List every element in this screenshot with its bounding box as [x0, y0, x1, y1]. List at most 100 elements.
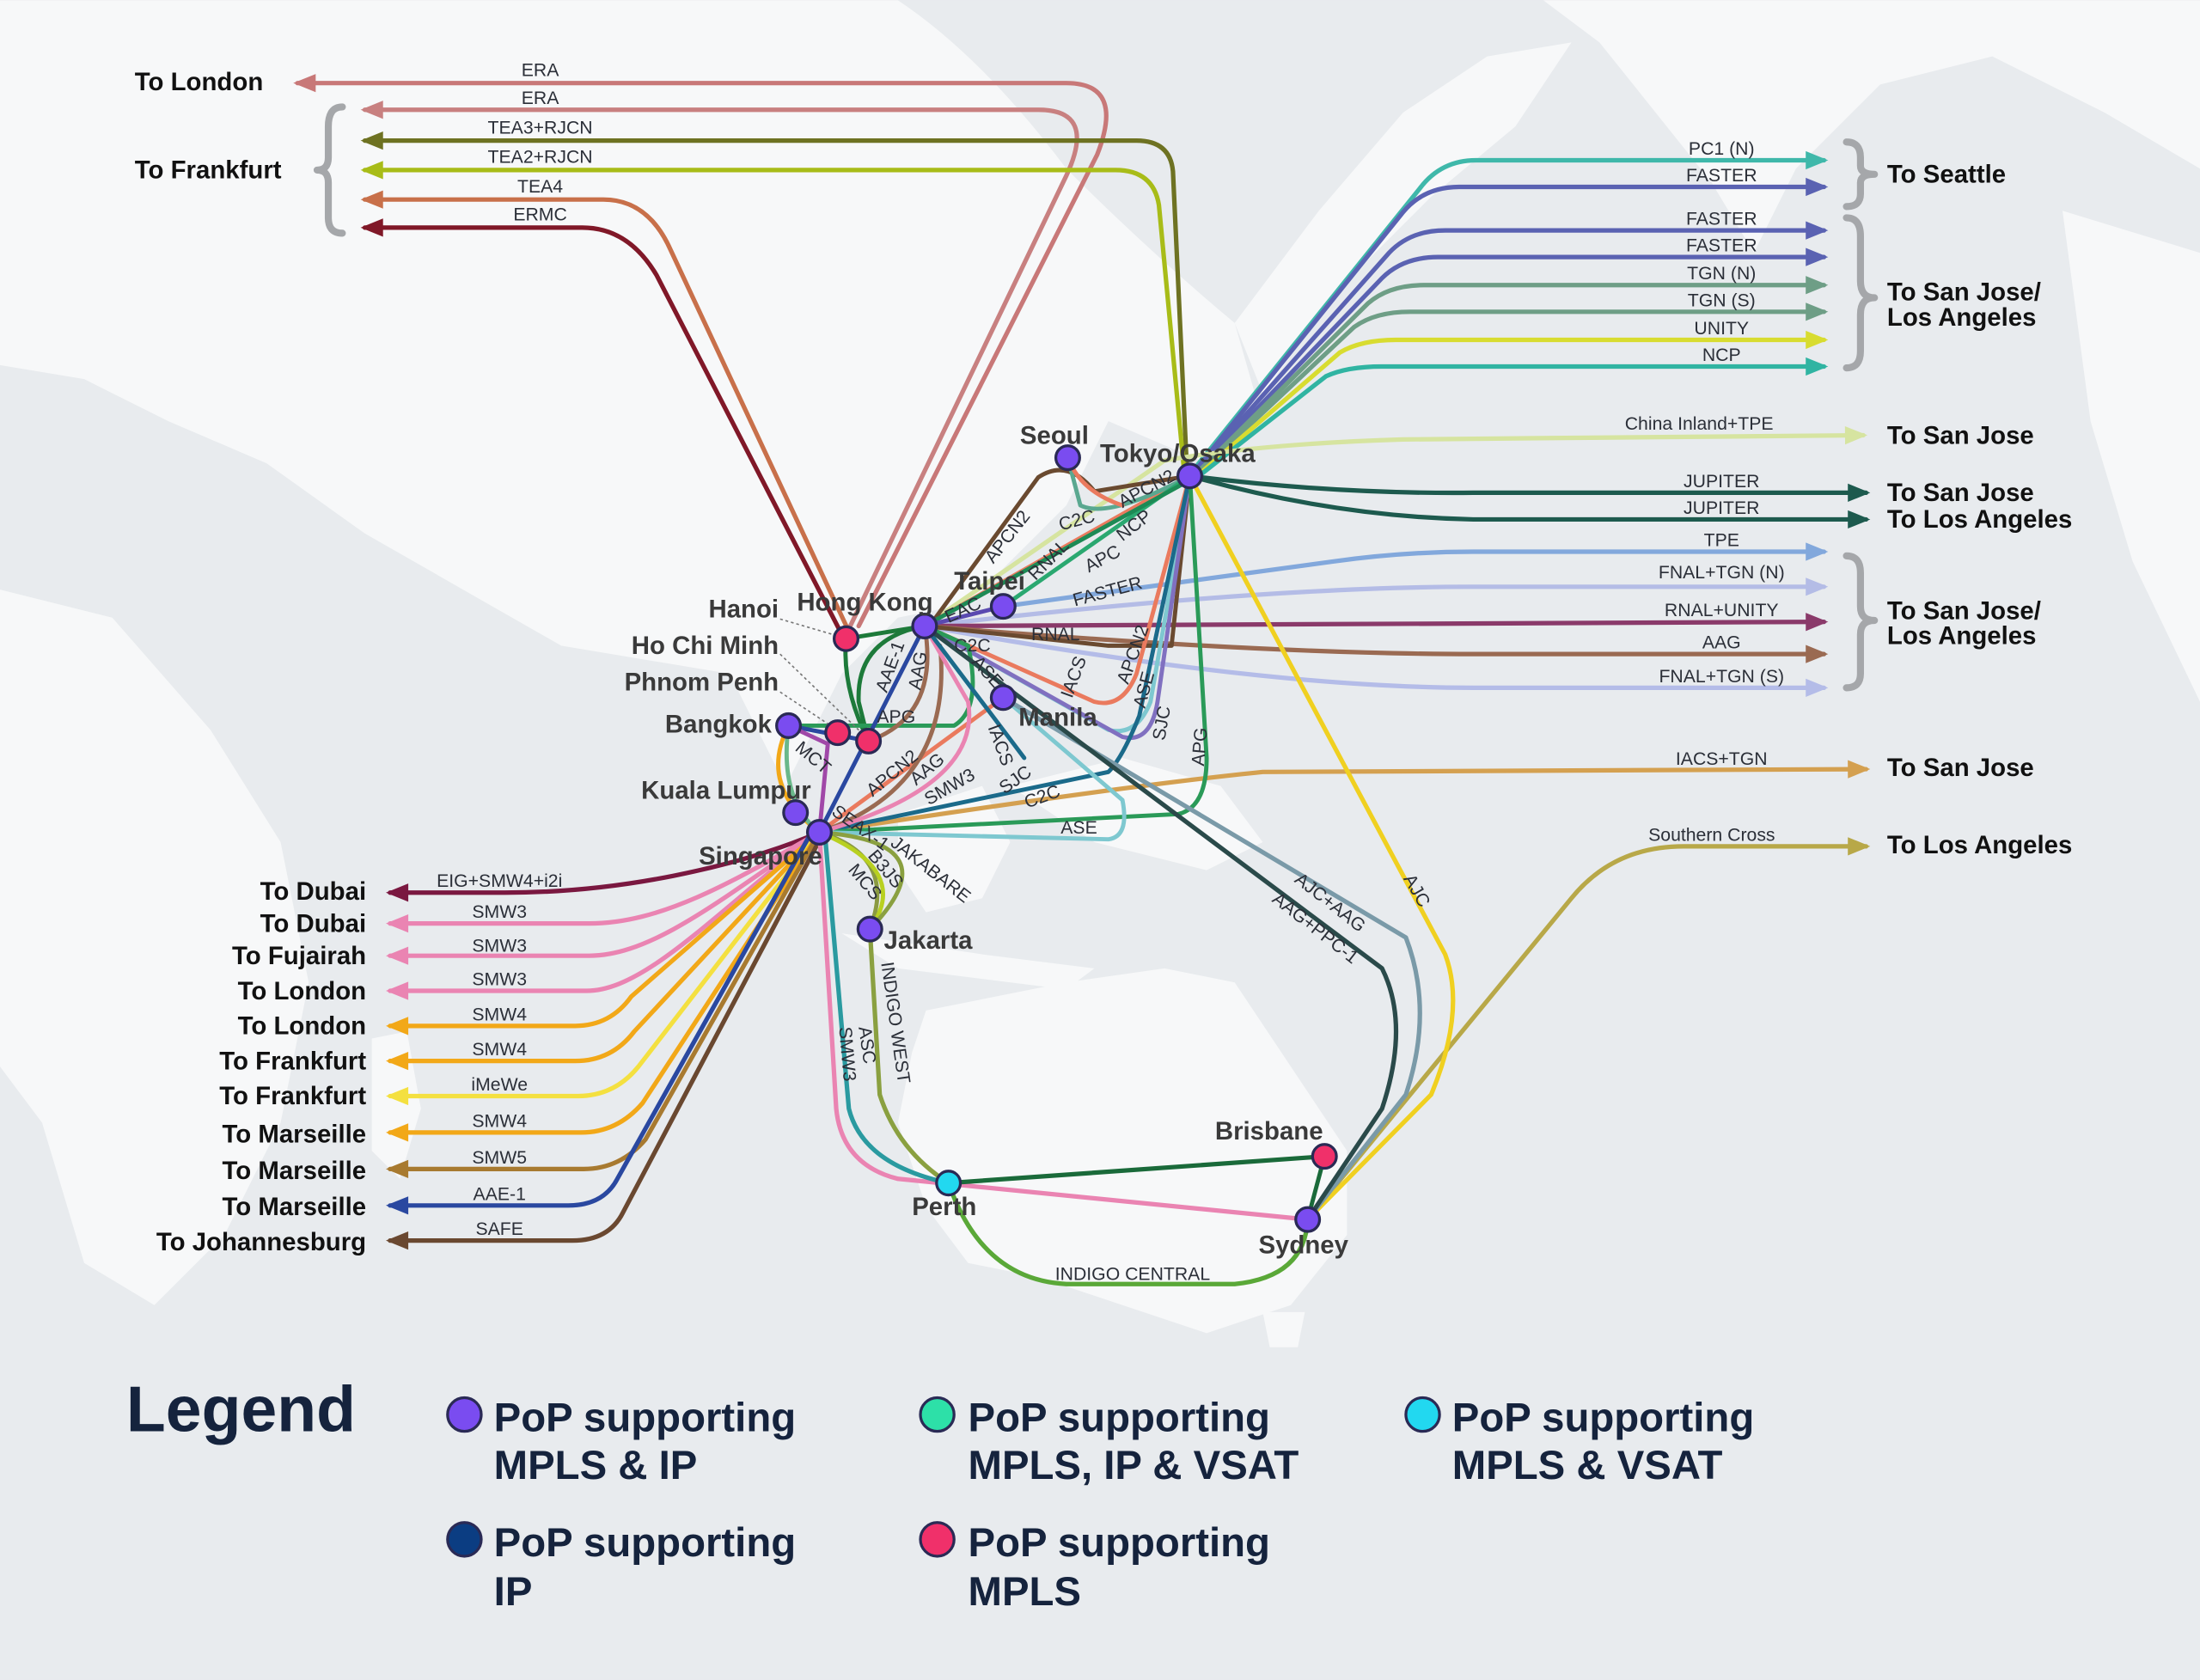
- dest-los-angeles: To Los Angeles: [1887, 505, 2072, 534]
- cable-label: RNAL+UNITY: [1665, 601, 1779, 620]
- cable-tgn-s: [1193, 309, 1827, 479]
- node-hanoi[interactable]: [832, 625, 859, 652]
- cable-ncp: [1193, 363, 1827, 481]
- node-phnom-penh[interactable]: [824, 719, 852, 747]
- cable-fnal-tgn-s: [922, 623, 1827, 690]
- cable-fnal-tgn-n: [922, 584, 1827, 629]
- city-manila: Manila: [1018, 703, 1097, 731]
- city-hong-kong: Hong Kong: [797, 589, 932, 617]
- dest-frankfurt: To Frankfurt: [135, 156, 282, 185]
- city-labels: Seoul Tokyo/Osaka Taipei Hong Kong Manil…: [625, 421, 1349, 1259]
- dest-san-jose: To San Jose: [1887, 421, 2034, 449]
- inner-label: C2C: [954, 636, 990, 656]
- node-kuala-lumpur[interactable]: [782, 799, 810, 827]
- arrowhead-icon: [1806, 330, 1829, 350]
- legend-label: MPLS & VSAT: [1452, 1443, 1723, 1488]
- dest-london: To London: [135, 68, 264, 96]
- cable-smw3-1: [388, 829, 822, 926]
- cable-label: SMW3: [472, 936, 527, 956]
- city-singapore: Singapore: [699, 842, 822, 871]
- inner-label: APG: [877, 707, 915, 727]
- city-jakarta: Jakarta: [884, 926, 974, 955]
- city-ho-chi-minh: Ho Chi Minh: [632, 632, 779, 660]
- brace-seattle: [1842, 138, 1879, 211]
- dest-left: To Marseille: [223, 1120, 367, 1148]
- node-jakarta[interactable]: [856, 915, 883, 943]
- cable-label: UNITY: [1694, 319, 1749, 339]
- cable-tgn-n: [1193, 283, 1827, 477]
- legend-item-mpls: PoP supporting MPLS: [919, 1520, 1270, 1615]
- cable-asc: [822, 833, 951, 1186]
- cable-label: PC1 (N): [1689, 139, 1755, 159]
- cable-tea4: [362, 197, 852, 637]
- cable-ajc: [1187, 473, 1456, 1222]
- legend-label: PoP supporting: [969, 1520, 1270, 1566]
- node-brisbane[interactable]: [1311, 1143, 1338, 1170]
- node-perth[interactable]: [935, 1170, 962, 1197]
- node-seoul[interactable]: [1054, 444, 1081, 472]
- dest-left: To Dubai: [260, 909, 366, 938]
- arrowhead-icon: [360, 190, 383, 209]
- cable-label: JUPITER: [1684, 498, 1759, 518]
- cable-label: TEA3+RJCN: [488, 118, 593, 137]
- legend-label: PoP supporting: [1452, 1396, 1754, 1441]
- arrowhead-icon: [1848, 837, 1871, 856]
- node-tokyo[interactable]: [1176, 462, 1204, 490]
- cable-label: SMW3: [472, 969, 527, 989]
- cable-jupiter-2: [1187, 473, 1869, 522]
- legend-item-mpls-vsat: PoP supporting MPLS & VSAT: [1404, 1396, 1754, 1488]
- legend-item-mpls-ip: PoP supporting MPLS & IP: [446, 1396, 796, 1488]
- legend-label: PoP supporting: [494, 1396, 796, 1441]
- node-hong-kong[interactable]: [911, 613, 938, 640]
- cable-label: TGN (S): [1688, 290, 1756, 310]
- destination-braces: [313, 103, 1879, 692]
- cable-smw4-3: [388, 829, 822, 1135]
- node-bangkok[interactable]: [775, 712, 803, 739]
- cable-aae1: [388, 826, 816, 1208]
- legend-label: IP: [494, 1569, 533, 1615]
- arrowhead-icon: [293, 74, 316, 93]
- cable-label: SMW3: [472, 902, 527, 922]
- dest-sj-la-2b: Los Angeles: [1887, 622, 2037, 651]
- arrowhead-icon: [385, 883, 409, 902]
- cable-aag-ppc1: [1000, 695, 1422, 1222]
- cable-label: SMW4: [472, 1111, 527, 1131]
- cable-smw4-1: [388, 829, 822, 1029]
- arrowhead-icon: [385, 1196, 409, 1215]
- cable-smw3-3: [388, 829, 822, 993]
- arrowhead-icon: [385, 914, 409, 933]
- cable-indigo-west: [867, 926, 951, 1186]
- cable-label: TPE: [1704, 530, 1739, 550]
- cable-tea3-rjcn: [362, 138, 1189, 474]
- legend-dot: [919, 1396, 956, 1433]
- dest-sj-la-2: To San Jose/: [1887, 596, 2041, 625]
- dest-san-jose: To San Jose: [1887, 754, 2034, 782]
- arrowhead-icon: [360, 161, 383, 180]
- dest-san-jose: To San Jose: [1887, 479, 2034, 507]
- node-manila[interactable]: [989, 684, 1017, 712]
- cable-aag: [922, 623, 1827, 657]
- cable-era-london: [295, 81, 1109, 629]
- legend-item-ip: PoP supporting IP: [446, 1520, 796, 1615]
- cable-label: IACS+TGN: [1676, 749, 1768, 769]
- node-sydney[interactable]: [1294, 1206, 1322, 1233]
- cable-label: NCP: [1702, 345, 1741, 365]
- arrowhead-icon: [385, 946, 409, 965]
- arrowhead-icon: [1806, 678, 1829, 697]
- cable-ermc: [362, 225, 845, 637]
- cable-labels: ERA ERA TEA3+RJCN TEA2+RJCN TEA4 ERMC PC…: [437, 61, 1785, 1240]
- cable-label: FNAL+TGN (S): [1659, 667, 1784, 687]
- arrowhead-icon: [385, 1086, 409, 1106]
- node-singapore[interactable]: [805, 819, 833, 846]
- city-brisbane: Brisbane: [1215, 1117, 1323, 1145]
- node-taipei[interactable]: [989, 593, 1017, 620]
- node-ho-chi-minh[interactable]: [855, 727, 883, 754]
- brace-frankfurt: [313, 103, 346, 237]
- cable-faster-2: [1193, 228, 1827, 474]
- cable-eig: [388, 829, 822, 895]
- cable-label: FASTER: [1686, 236, 1757, 256]
- arrowhead-icon: [1844, 426, 1868, 445]
- cable-label: SAFE: [476, 1219, 523, 1239]
- leader-phnom-penh: [779, 691, 831, 727]
